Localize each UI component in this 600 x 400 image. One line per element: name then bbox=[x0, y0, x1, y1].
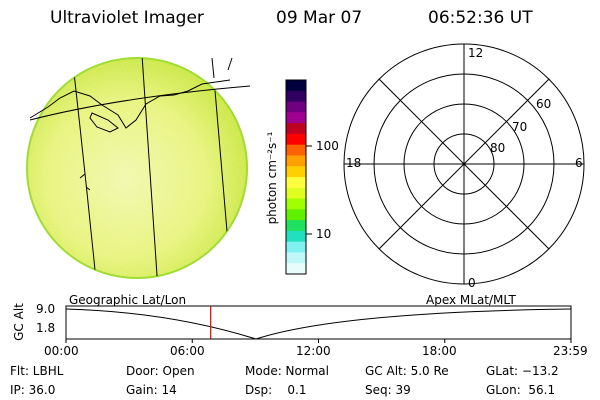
colorbar-segment bbox=[286, 166, 306, 178]
timeline-x-tick-1200: 12:00 bbox=[296, 344, 331, 358]
info-seq: Seq: 39 bbox=[365, 383, 411, 397]
info-ip: IP: 36.0 bbox=[10, 383, 56, 397]
mlt-label-18: 18 bbox=[346, 156, 362, 170]
info-gain: Gain: 14 bbox=[126, 383, 177, 397]
colorbar-segment bbox=[286, 230, 306, 243]
timeline-x-tick-2359: 23:59 bbox=[553, 344, 588, 358]
colorbar-segment bbox=[286, 80, 306, 92]
polar-grid bbox=[343, 43, 585, 285]
lat-label-70: 70 bbox=[512, 120, 528, 134]
timeline-x-tick-0000: 00:00 bbox=[44, 344, 79, 358]
timeline-left-title: Geographic Lat/Lon bbox=[69, 293, 187, 307]
timeline-y-axis-label: GC Alt bbox=[12, 303, 26, 341]
info-dsp: Dsp: 0.1 bbox=[245, 383, 307, 397]
instrument-title: Ultraviolet Imager bbox=[50, 8, 204, 28]
earth-image bbox=[26, 57, 251, 279]
mlt-label-6: 6 bbox=[575, 156, 583, 170]
info-gc-alt: GC Alt: 5.0 Re bbox=[365, 364, 449, 378]
lat-label-80: 80 bbox=[490, 141, 506, 155]
colorbar-segment bbox=[286, 263, 306, 275]
colorbar-segment bbox=[286, 101, 306, 113]
timeline-x-tick-1800: 18:00 bbox=[422, 344, 457, 358]
colorbar-segment bbox=[286, 90, 306, 103]
info-door: Door: Open bbox=[126, 364, 195, 378]
colorbar-segment bbox=[286, 187, 306, 200]
lat-label-60: 60 bbox=[536, 97, 552, 111]
colorbar-segment bbox=[286, 252, 306, 264]
colorbar-segment bbox=[286, 155, 306, 167]
timeline-y-tick-top: 9.0 bbox=[36, 302, 56, 316]
colorbar-segment bbox=[286, 241, 306, 253]
info-filter: Flt: LBHL bbox=[10, 364, 64, 378]
colorbar-segment bbox=[286, 177, 306, 189]
timeline-y-tick-bottom: 1.8 bbox=[36, 321, 56, 335]
colorbar-segment bbox=[286, 144, 306, 156]
mlt-label-12: 12 bbox=[468, 46, 484, 60]
colorbar-segment bbox=[286, 220, 306, 232]
date-label: 09 Mar 07 bbox=[276, 8, 363, 28]
timeline-plot bbox=[65, 305, 572, 343]
color-bar bbox=[285, 79, 312, 275]
info-glon: GLon: 56.1 bbox=[486, 383, 556, 397]
colorbar-tick-100: 100 bbox=[316, 139, 339, 153]
colorbar-segment bbox=[286, 123, 306, 135]
timeline-x-tick-0600: 06:00 bbox=[170, 344, 205, 358]
info-glat: GLat: −13.2 bbox=[486, 364, 559, 378]
time-label: 06:52:36 UT bbox=[428, 8, 533, 28]
colorbar-segment bbox=[286, 112, 306, 124]
info-mode: Mode: Normal bbox=[245, 364, 329, 378]
colorbar-segment bbox=[286, 133, 306, 146]
colorbar-segment bbox=[286, 209, 306, 221]
timeline-right-title: Apex MLat/MLT bbox=[426, 293, 516, 307]
colorbar-segment bbox=[286, 198, 306, 210]
colorbar-tick-10: 10 bbox=[316, 227, 332, 241]
mlt-label-0: 0 bbox=[468, 276, 476, 290]
colorbar-unit-label: photon cm⁻²s⁻¹ bbox=[265, 131, 279, 225]
